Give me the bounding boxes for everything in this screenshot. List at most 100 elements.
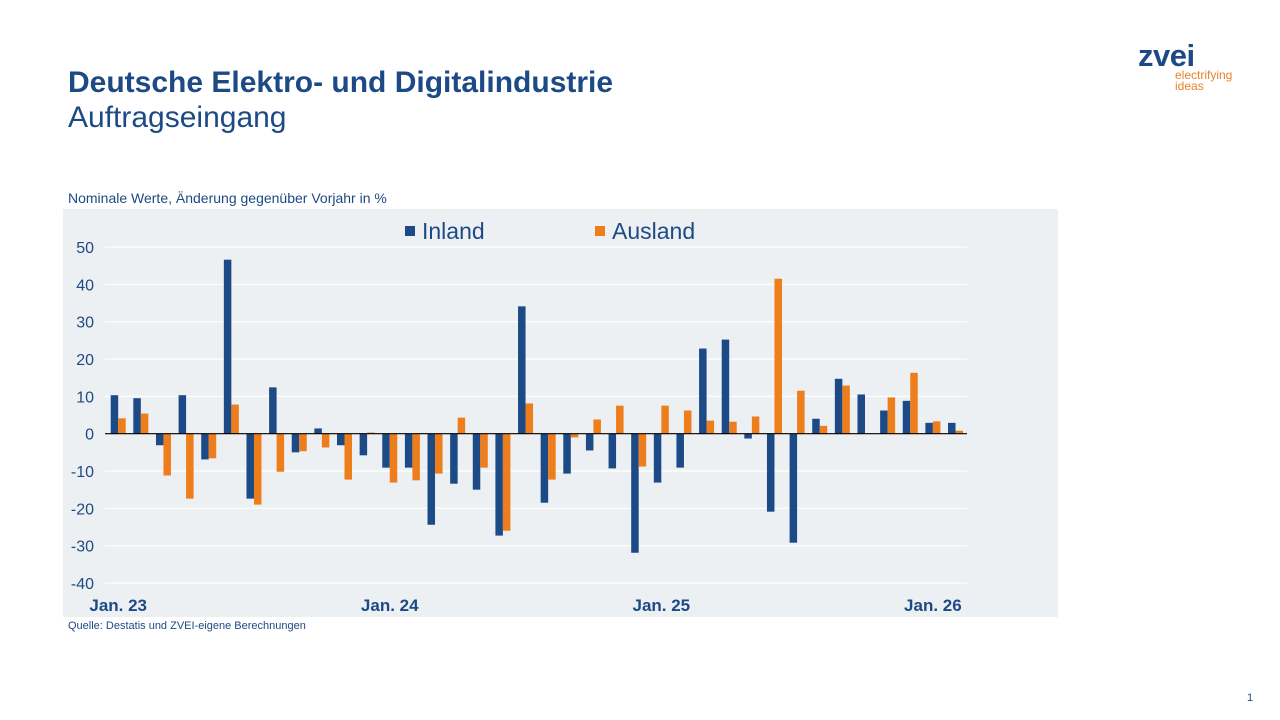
bar-inland-jan-23 (110, 395, 119, 434)
bar-ausland-jul-25 (797, 390, 805, 434)
bar-inland-nov-24 (608, 433, 617, 469)
y-tick-label: -10 (71, 464, 94, 481)
bar-inland-jul-24 (518, 306, 526, 434)
bar-ausland-mar-24 (435, 433, 443, 474)
bar-inland-dec-25 (902, 400, 911, 434)
bar-ausland-jan-25 (661, 405, 669, 434)
bar-inland-dec-24 (631, 433, 639, 553)
x-tick-label: Jan. 25 (632, 596, 690, 615)
bar-inland-aug-23 (269, 387, 277, 434)
bar-ausland-jan-26 (932, 421, 941, 434)
bar-ausland-mar-25 (706, 420, 715, 434)
y-tick-label: 30 (76, 315, 94, 332)
bar-inland-mar-25 (699, 348, 707, 434)
bar-ausland-apr-24 (457, 417, 466, 434)
bar-ausland-sep-25 (842, 385, 850, 434)
bar-inland-jul-23 (246, 433, 254, 499)
y-tick-label: -20 (71, 501, 94, 518)
chart-note: Nominale Werte, Änderung gegenüber Vorja… (68, 190, 387, 206)
y-tick-label: 10 (76, 389, 94, 406)
bar-ausland-jun-23 (231, 404, 239, 434)
bar-ausland-nov-23 (344, 433, 352, 480)
y-tick-label: 0 (85, 427, 94, 444)
bar-inland-may-23 (201, 433, 209, 460)
chart-panel: 50 40 30 20 10 0 -10 -20 -30 -40 Jan. 23 Jan. 24 Jan… (63, 209, 1058, 617)
bar-inland-oct-25 (857, 394, 865, 434)
bar-inland-feb-25 (676, 433, 684, 468)
bar-ausland-feb-24 (412, 433, 420, 481)
bar-ausland-oct-23 (321, 433, 330, 448)
bar-ausland-sep-24 (570, 433, 579, 438)
y-tick-label: 50 (76, 240, 94, 257)
bar-inland-may-25 (744, 433, 752, 439)
bar-ausland-feb-26 (955, 430, 964, 434)
bar-ausland-nov-24 (616, 405, 624, 434)
bar-ausland-jun-24 (502, 433, 511, 531)
bar-ausland-aug-24 (548, 433, 556, 480)
bar-inland-nov-23 (337, 433, 345, 446)
zvei-logo: zvei electrifying ideas (1138, 38, 1233, 93)
bar-inland-sep-24 (563, 433, 571, 474)
bar-ausland-sep-23 (299, 433, 307, 452)
bar-inland-jan-26 (925, 422, 933, 434)
source-note: Quelle: Destatis und ZVEI-eigene Berechn… (68, 620, 306, 632)
bar-inland-jan-24 (382, 433, 390, 468)
bar-inland-dec-23 (359, 433, 368, 456)
bar-inland-mar-24 (427, 433, 436, 525)
bar-ausland-feb-23 (140, 413, 149, 434)
y-tick-label: 20 (76, 352, 94, 369)
x-tick-label: Jan. 23 (89, 596, 147, 615)
bar-inland-jun-25 (766, 433, 775, 512)
bar-inland-apr-24 (450, 433, 458, 484)
bar-inland-apr-25 (721, 339, 730, 434)
legend-swatch-ausland (595, 226, 605, 236)
bar-ausland-apr-23 (186, 433, 194, 499)
y-tick-label: -40 (71, 576, 94, 593)
bar-ausland-aug-23 (276, 433, 285, 472)
bar-inland-sep-23 (291, 433, 300, 453)
bar-ausland-dec-25 (910, 372, 918, 434)
bar-inland-oct-23 (314, 428, 322, 434)
y-tick-label: 40 (76, 277, 94, 294)
legend-label-inland: Inland (422, 218, 485, 244)
bar-ausland-oct-24 (593, 419, 601, 434)
bar-ausland-may-25 (751, 416, 760, 434)
x-tick-label: Jan. 24 (361, 596, 419, 615)
bar-inland-sep-25 (834, 378, 843, 434)
logo-wordmark: zvei (1138, 38, 1195, 73)
bar-inland-nov-25 (880, 410, 888, 434)
bar-inland-feb-26 (948, 422, 956, 434)
bar-inland-jun-23 (223, 259, 232, 434)
bar-inland-aug-25 (812, 418, 820, 434)
bar-inland-feb-23 (133, 398, 141, 434)
legend-label-ausland: Ausland (612, 218, 695, 244)
bar-inland-jan-25 (653, 433, 662, 483)
bar-inland-may-24 (472, 433, 481, 490)
bar-inland-jul-25 (789, 433, 798, 543)
bar-ausland-jul-23 (253, 433, 262, 505)
bar-inland-feb-24 (404, 433, 413, 468)
bar-inland-apr-23 (178, 395, 187, 434)
page-subtitle: Auftragseingang (68, 101, 287, 134)
logo-tagline-2: ideas (1175, 79, 1204, 93)
bar-ausland-mar-23 (163, 433, 171, 476)
bar-ausland-aug-25 (819, 425, 828, 434)
bar-inland-oct-24 (585, 433, 594, 451)
bar-inland-aug-24 (540, 433, 549, 503)
bar-ausland-dec-24 (638, 433, 647, 467)
bar-ausland-jan-23 (118, 418, 126, 434)
bar-ausland-may-24 (480, 433, 488, 468)
bar-ausland-feb-25 (683, 410, 692, 434)
page-number: 1 (1247, 692, 1254, 704)
bar-ausland-jun-25 (774, 278, 782, 434)
bar-ausland-jul-24 (525, 403, 534, 434)
bar-inland-mar-23 (155, 433, 164, 446)
bar-ausland-nov-25 (887, 397, 896, 434)
bar-ausland-may-23 (208, 433, 217, 459)
legend-swatch-inland (405, 226, 415, 236)
logo-tagline-1: electrifying (1175, 68, 1233, 82)
bar-ausland-apr-25 (729, 421, 737, 434)
y-tick-label: -30 (71, 539, 94, 556)
bar-chart: 50 40 30 20 10 0 -10 -20 -30 -40 Jan. 23 Jan. 24 Jan… (71, 218, 967, 615)
bar-ausland-jan-24 (389, 433, 398, 483)
